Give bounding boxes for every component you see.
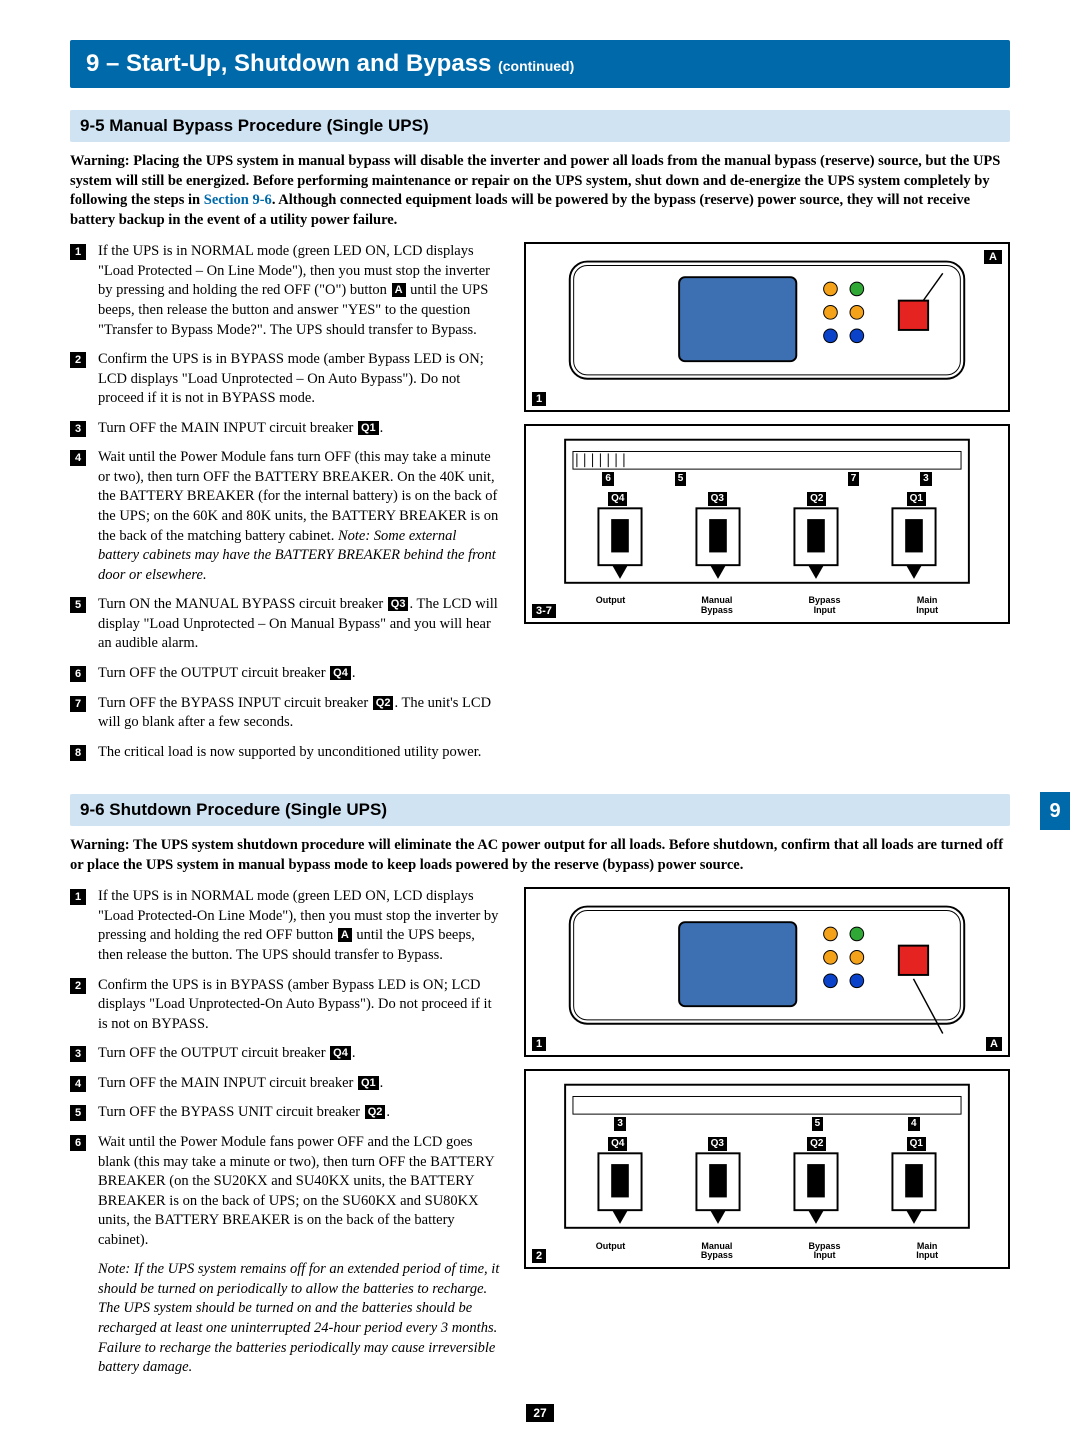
callout-a: A <box>984 250 1002 264</box>
section-95-steps: 1If the UPS is in NORMAL mode (green LED… <box>70 242 500 762</box>
step-number: 3 <box>70 1046 86 1062</box>
button-ref-a: A <box>338 928 352 942</box>
breaker-sublabel: MainInput <box>916 1242 938 1262</box>
breaker-sublabel: BypassInput <box>809 1242 841 1262</box>
step-number: 5 <box>70 1105 86 1121</box>
warning-label: Warning: <box>70 837 130 853</box>
step-number: 1 <box>70 244 86 260</box>
breaker-ref: Q4 <box>330 1046 351 1060</box>
diagram-tag: 3-7 <box>532 604 556 618</box>
chapter-title: 9 – Start-Up, Shutdown and Bypass <box>86 50 491 77</box>
chapter-thumb-tab: 9 <box>1040 792 1070 830</box>
step-number: 6 <box>70 666 86 682</box>
breaker-sublabel: ManualBypass <box>701 1242 733 1262</box>
section-link: Section 9-6 <box>204 192 272 208</box>
button-ref-a: A <box>392 283 406 297</box>
diagram-tag: 1 <box>532 1037 546 1051</box>
step-number: 6 <box>70 1135 86 1151</box>
warning-label: Warning: <box>70 153 130 169</box>
diagram-95-breakers: 6 5 7 3 Q4 Q3 Q2 Q1 <box>524 424 1010 624</box>
breaker-sublabel: Output <box>596 596 626 616</box>
step-number: 4 <box>70 450 86 466</box>
breaker-ref: Q3 <box>388 597 409 611</box>
breaker-ref: Q2 <box>365 1105 386 1119</box>
breaker-sublabel: Output <box>596 1242 626 1262</box>
step-number: 5 <box>70 597 86 613</box>
diagram-tag: 1 <box>532 392 546 406</box>
section-95-heading: 9-5 Manual Bypass Procedure (Single UPS) <box>70 110 1010 142</box>
step-number: 2 <box>70 352 86 368</box>
chapter-continued: (continued) <box>498 58 574 74</box>
page-footer: 27 <box>70 1404 1010 1422</box>
step-number: 4 <box>70 1076 86 1092</box>
section-96-heading: 9-6 Shutdown Procedure (Single UPS) <box>70 794 1010 826</box>
breaker-ref: Q2 <box>373 696 394 710</box>
page-number: 27 <box>526 1404 553 1422</box>
breaker-ref: Q1 <box>358 421 379 435</box>
step-number: 1 <box>70 889 86 905</box>
step-number: 8 <box>70 745 86 761</box>
step-number: 3 <box>70 421 86 437</box>
diagram-tag: 2 <box>532 1249 546 1263</box>
breaker-ref: Q4 <box>330 666 351 680</box>
diagram-96-breakers: 3 5 4 Q4 Q3 Q2 Q1 <box>524 1069 1010 1269</box>
chapter-header: 9 – Start-Up, Shutdown and Bypass (conti… <box>70 40 1010 88</box>
breaker-sublabel: BypassInput <box>809 596 841 616</box>
breaker-sublabel: MainInput <box>916 596 938 616</box>
step-number: 2 <box>70 978 86 994</box>
breaker-sublabel: ManualBypass <box>701 596 733 616</box>
section-96-warning: Warning: The UPS system shutdown procedu… <box>70 836 1010 875</box>
section-96-note: Note: If the UPS system remains off for … <box>70 1260 500 1377</box>
section-96-steps: 1If the UPS is in NORMAL mode (green LED… <box>70 887 500 1250</box>
breaker-ref: Q1 <box>358 1076 379 1090</box>
section-95-warning: Warning: Placing the UPS system in manua… <box>70 152 1010 230</box>
step-number: 7 <box>70 696 86 712</box>
diagram-95-panel: A 1 <box>524 242 1010 412</box>
diagram-96-panel: 1 A <box>524 887 1010 1057</box>
callout-a: A <box>986 1037 1002 1051</box>
